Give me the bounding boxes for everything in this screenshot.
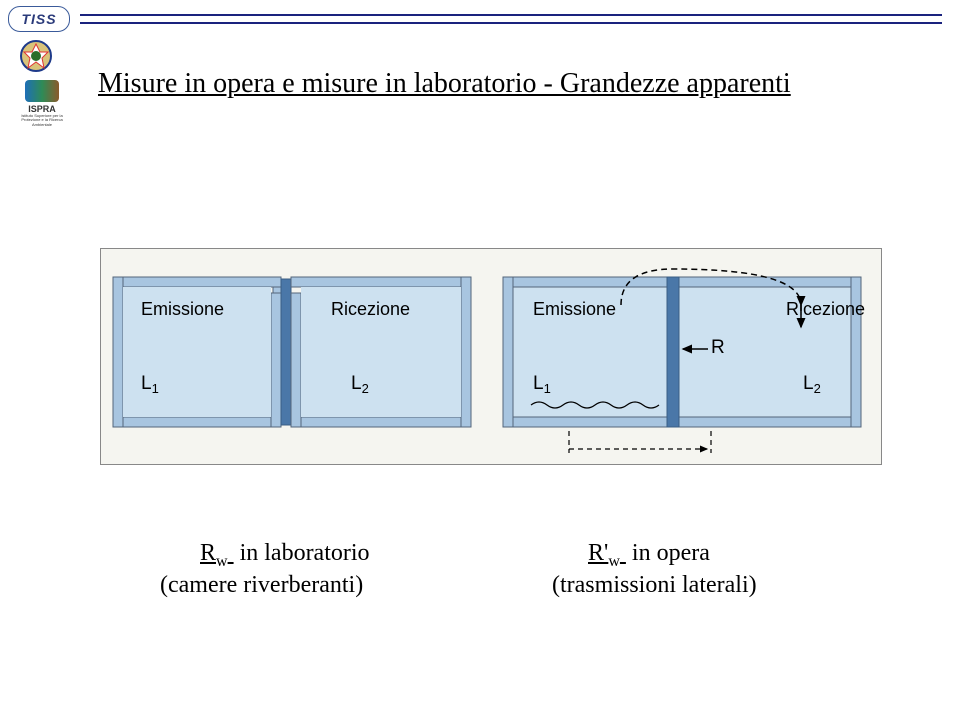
label-lab-line2: (camere riverberanti) <box>160 572 363 599</box>
label-lab-sub: w <box>216 553 228 570</box>
header-line-1 <box>80 14 942 16</box>
label-opera-line2: (trasmissioni laterali) <box>552 572 757 599</box>
svg-text:R: R <box>711 337 725 358</box>
label-lab-rest: in laboratorio <box>234 540 370 566</box>
label-lab-R: R <box>200 540 216 566</box>
svg-text:Ricezione: Ricezione <box>331 299 410 319</box>
svg-text:Emissione: Emissione <box>141 299 224 319</box>
tiss-logo: TISS <box>8 6 70 32</box>
label-opera-R: R' <box>588 540 608 566</box>
diagram-left: Emissione Ricezione L1 L2 <box>113 277 471 427</box>
italy-emblem-icon <box>18 38 54 74</box>
ispra-logo: ISPRA Istituto Superiore per la Protezio… <box>12 80 72 127</box>
page-title: Misure in opera e misure in laboratorio … <box>98 68 791 100</box>
ispra-logo-sub: Istituto Superiore per la Protezione e l… <box>12 114 72 127</box>
label-opera-sub: w <box>608 553 620 570</box>
diagram-right: Emissione Ricezione R L1 L2 <box>503 269 865 453</box>
svg-text:Emissione: Emissione <box>533 299 616 319</box>
svg-text:Ricezione: Ricezione <box>786 299 865 319</box>
diagram-svg: Emissione Ricezione L1 L2 <box>101 249 881 464</box>
label-opera-line1: R'w in opera <box>588 540 710 571</box>
ispra-logo-icon <box>25 80 59 102</box>
diagram: Emissione Ricezione L1 L2 <box>100 248 882 465</box>
label-lab-line1: Rw in laboratorio <box>200 540 370 571</box>
label-opera-rest: in opera <box>626 540 710 566</box>
slide: TISS ISPRA Istituto Superiore per la Pro… <box>0 0 960 719</box>
tiss-logo-text: TISS <box>21 11 56 27</box>
header-line-2 <box>80 22 942 24</box>
